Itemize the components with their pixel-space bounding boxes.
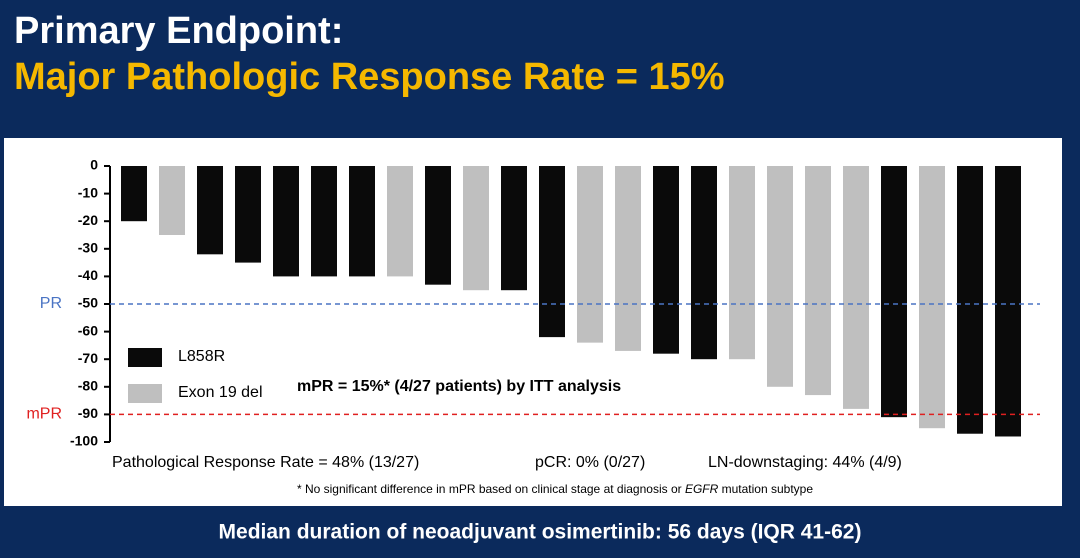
legend-label: Exon 19 del xyxy=(178,384,263,401)
bar xyxy=(881,166,907,418)
y-tick-label: -90 xyxy=(78,405,98,421)
bar xyxy=(995,166,1021,437)
y-tick-label: -50 xyxy=(78,295,98,311)
bar xyxy=(615,166,641,351)
footnote-part: * No significant difference in mPR based… xyxy=(297,482,685,496)
footer: Median duration of neoadjuvant osimertin… xyxy=(219,521,862,544)
y-tick-label: -70 xyxy=(78,350,98,366)
y-tick-label: -100 xyxy=(70,433,98,449)
bar xyxy=(805,166,831,396)
bar xyxy=(919,166,945,429)
y-tick-label: -80 xyxy=(78,378,98,394)
footnote: * No significant difference in mPR based… xyxy=(297,482,813,496)
y-tick-label: -30 xyxy=(78,240,98,256)
slide-subtitle: Major Pathologic Response Rate = 15% xyxy=(14,56,725,98)
annotation: mPR = 15%* (4/27 patients) by ITT analys… xyxy=(297,378,621,395)
bar xyxy=(235,166,261,263)
bar xyxy=(691,166,717,360)
y-tick-label: 0 xyxy=(90,157,98,173)
bar xyxy=(121,166,147,222)
legend-label: L858R xyxy=(178,348,225,365)
bar xyxy=(387,166,413,277)
bar xyxy=(197,166,223,255)
bar xyxy=(349,166,375,277)
bar xyxy=(957,166,983,434)
note: LN-downstaging: 44% (4/9) xyxy=(708,454,902,471)
bar xyxy=(425,166,451,285)
legend-swatch xyxy=(128,384,162,403)
plot: 0 -10 -20 -30 -40 -50 -60 -70 -80 -90 -100 PR mPR L85… xyxy=(26,157,1040,496)
footnote-part: EGFR xyxy=(685,482,719,496)
note: Pathological Response Rate = 48% (13/27) xyxy=(112,454,419,471)
bar xyxy=(311,166,337,277)
bar xyxy=(501,166,527,291)
bar xyxy=(767,166,793,387)
bar xyxy=(577,166,603,343)
y-tick-label: -10 xyxy=(78,184,98,200)
y-tick-label: -60 xyxy=(78,322,98,338)
y-tick-label: -20 xyxy=(78,212,98,228)
note: pCR: 0% (0/27) xyxy=(535,454,645,471)
reference-label: PR xyxy=(40,295,62,312)
footnote-part: mutation subtype xyxy=(718,482,813,496)
bar xyxy=(273,166,299,277)
legend-swatch xyxy=(128,348,162,367)
bar xyxy=(159,166,185,235)
bar xyxy=(539,166,565,338)
bar xyxy=(843,166,869,409)
y-tick-label: -40 xyxy=(78,267,98,283)
bar xyxy=(653,166,679,354)
reference-label: mPR xyxy=(26,406,62,423)
slide-title: Primary Endpoint: xyxy=(14,10,343,52)
bar xyxy=(729,166,755,360)
bar xyxy=(463,166,489,291)
